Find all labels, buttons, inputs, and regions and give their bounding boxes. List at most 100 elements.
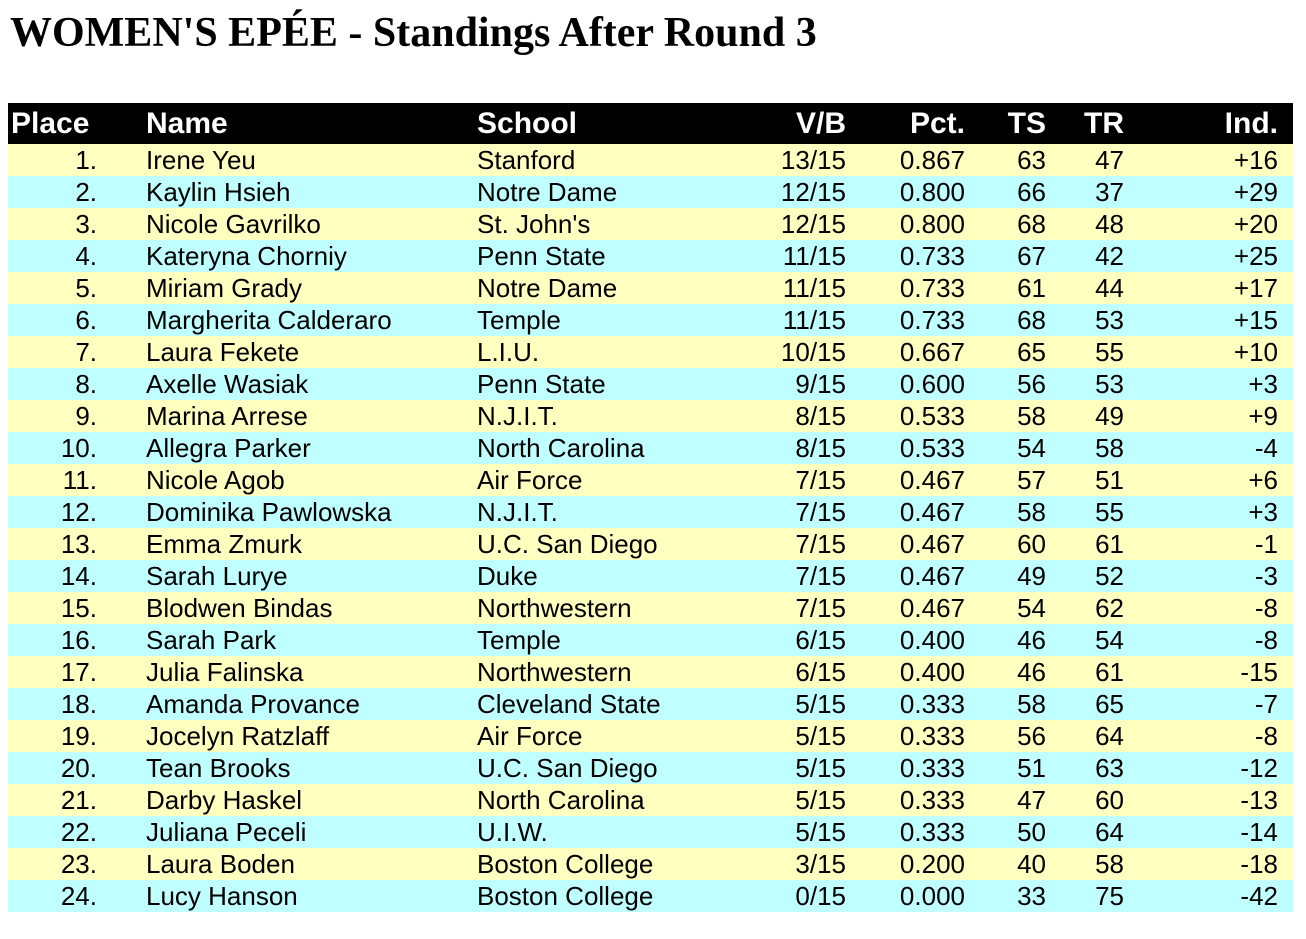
place-cell: 14.: [60, 560, 97, 591]
column-header-pct: Pct.: [846, 103, 965, 144]
tr-cell: 52: [1095, 560, 1124, 591]
tr-cell: 63: [1095, 752, 1124, 783]
table-header: Place Name School V/B Pct. TS TR Ind.: [8, 103, 1293, 144]
table-row: 5. Miriam Grady Notre Dame 11/15 0.733 6…: [8, 272, 1293, 304]
table-row: 9. Marina Arrese N.J.I.T. 8/15 0.533 58 …: [8, 400, 1293, 432]
tr-cell: 65: [1095, 688, 1124, 719]
tr-cell: 48: [1095, 208, 1124, 239]
school-cell: U.C. San Diego: [477, 752, 658, 783]
place-cell: 15.: [60, 592, 97, 623]
name-cell: Juliana Peceli: [146, 816, 307, 847]
tr-cell: 60: [1095, 784, 1124, 815]
school-cell: North Carolina: [477, 784, 645, 815]
vb-cell: 12/15: [780, 208, 846, 239]
ts-cell: 66: [1017, 176, 1046, 207]
tr-cell: 58: [1095, 848, 1124, 879]
name-cell: Lucy Hanson: [146, 880, 298, 911]
ts-cell: 46: [1017, 624, 1046, 655]
ind-cell: -14: [1240, 816, 1278, 847]
column-header-vb: V/B: [707, 103, 846, 144]
column-header-tr: TR: [1046, 103, 1124, 144]
name-cell: Miriam Grady: [146, 272, 303, 303]
tr-cell: 64: [1095, 720, 1124, 751]
ts-cell: 68: [1017, 304, 1046, 335]
school-cell: Notre Dame: [477, 176, 618, 207]
ind-cell: +20: [1233, 208, 1278, 239]
name-cell: Laura Fekete: [146, 336, 300, 367]
ts-cell: 57: [1017, 464, 1046, 495]
place-cell: 13.: [60, 528, 97, 559]
school-cell: Temple: [477, 624, 561, 655]
table-row: 7. Laura Fekete L.I.U. 10/15 0.667 65 55…: [8, 336, 1293, 368]
pct-cell: 0.733: [899, 272, 965, 303]
school-cell: Air Force: [477, 720, 583, 751]
ind-cell: -15: [1240, 656, 1278, 687]
ts-cell: 60: [1017, 528, 1046, 559]
name-cell: Axelle Wasiak: [146, 368, 309, 399]
pct-cell: 0.467: [899, 496, 965, 527]
tr-cell: 47: [1095, 144, 1124, 175]
pct-cell: 0.467: [899, 528, 965, 559]
school-cell: Cleveland State: [477, 688, 661, 719]
school-cell: Notre Dame: [477, 272, 618, 303]
place-cell: 16.: [60, 624, 97, 655]
ts-cell: 56: [1017, 368, 1046, 399]
ind-cell: -18: [1240, 848, 1278, 879]
school-cell: Northwestern: [477, 592, 632, 623]
school-cell: Penn State: [477, 368, 606, 399]
school-cell: U.I.W.: [477, 816, 548, 847]
name-cell: Allegra Parker: [146, 432, 311, 463]
name-cell: Blodwen Bindas: [146, 592, 333, 623]
vb-cell: 7/15: [795, 528, 846, 559]
pct-cell: 0.333: [899, 784, 965, 815]
vb-cell: 5/15: [795, 752, 846, 783]
ind-cell: +17: [1233, 272, 1278, 303]
ts-cell: 50: [1017, 816, 1046, 847]
pct-cell: 0.867: [899, 144, 965, 175]
vb-cell: 5/15: [795, 784, 846, 815]
pct-cell: 0.600: [899, 368, 965, 399]
ts-cell: 54: [1017, 592, 1046, 623]
vb-cell: 12/15: [780, 176, 846, 207]
column-header-name: Name: [97, 103, 477, 144]
vb-cell: 7/15: [795, 496, 846, 527]
ts-cell: 65: [1017, 336, 1046, 367]
place-cell: 21.: [60, 784, 97, 815]
ind-cell: +29: [1233, 176, 1278, 207]
ind-cell: -12: [1240, 752, 1278, 783]
standings-table: Place Name School V/B Pct. TS TR Ind. 1.…: [8, 103, 1293, 912]
name-cell: Kaylin Hsieh: [146, 176, 291, 207]
ind-cell: -7: [1254, 688, 1278, 719]
school-cell: Air Force: [477, 464, 583, 495]
ind-cell: +3: [1248, 368, 1278, 399]
table-body: 1. Irene Yeu Stanford 13/15 0.867 63 47 …: [8, 144, 1293, 912]
table-row: 16. Sarah Park Temple 6/15 0.400 46 54 -…: [8, 624, 1293, 656]
place-cell: 3.: [75, 208, 97, 239]
table-row: 18. Amanda Provance Cleveland State 5/15…: [8, 688, 1293, 720]
vb-cell: 7/15: [795, 464, 846, 495]
vb-cell: 11/15: [782, 240, 846, 271]
pct-cell: 0.333: [899, 816, 965, 847]
tr-cell: 53: [1095, 304, 1124, 335]
place-cell: 19.: [60, 720, 97, 751]
ts-cell: 58: [1017, 496, 1046, 527]
school-cell: Boston College: [477, 848, 654, 879]
name-cell: Kateryna Chorniy: [146, 240, 347, 271]
school-cell: Northwestern: [477, 656, 632, 687]
name-cell: Dominika Pawlowska: [146, 496, 392, 527]
vb-cell: 13/15: [780, 144, 846, 175]
table-row: 13. Emma Zmurk U.C. San Diego 7/15 0.467…: [8, 528, 1293, 560]
place-cell: 20.: [60, 752, 97, 783]
table-row: 11. Nicole Agob Air Force 7/15 0.467 57 …: [8, 464, 1293, 496]
pct-cell: 0.733: [899, 304, 965, 335]
vb-cell: 7/15: [795, 592, 846, 623]
table-row: 24. Lucy Hanson Boston College 0/15 0.00…: [8, 880, 1293, 912]
school-cell: U.C. San Diego: [477, 528, 658, 559]
ind-cell: +15: [1233, 304, 1278, 335]
ind-cell: -8: [1254, 624, 1278, 655]
ts-cell: 67: [1017, 240, 1046, 271]
place-cell: 5.: [75, 272, 97, 303]
ind-cell: -1: [1254, 528, 1278, 559]
school-cell: Temple: [477, 304, 561, 335]
ts-cell: 47: [1017, 784, 1046, 815]
